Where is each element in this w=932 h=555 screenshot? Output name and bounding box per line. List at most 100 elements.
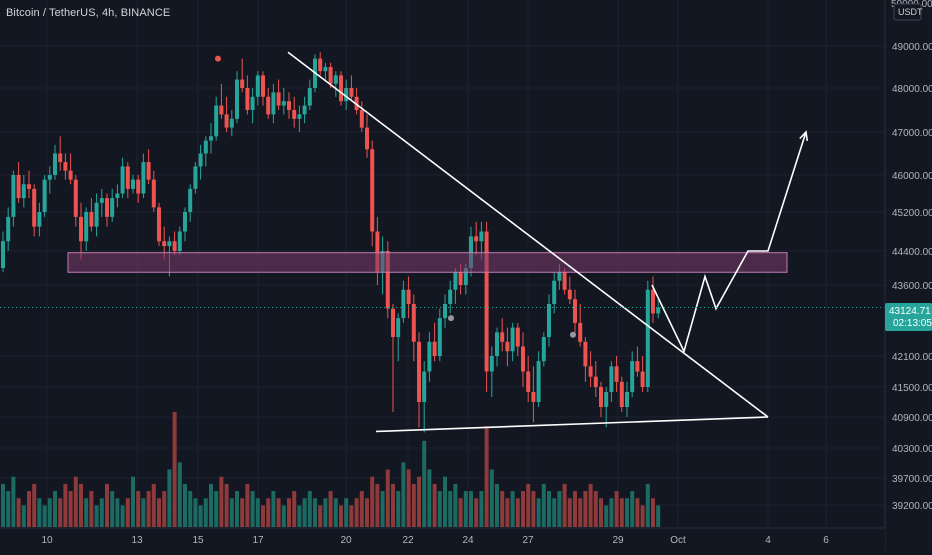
volume-bar <box>640 505 645 527</box>
volume-bar <box>229 498 234 527</box>
candle-body <box>515 327 520 347</box>
projection-arrowhead <box>799 130 809 142</box>
volume-bar <box>1 483 5 527</box>
candle-body <box>21 184 26 199</box>
volume-bar <box>411 483 416 527</box>
candle-body <box>224 114 229 128</box>
candle-body <box>89 212 94 227</box>
candle-body <box>354 96 359 110</box>
candle-body <box>146 162 151 180</box>
volume-bar <box>339 505 343 527</box>
volume-bar <box>21 505 26 527</box>
volume-bar <box>375 483 380 527</box>
time-tick-label: 6 <box>823 535 829 546</box>
candle-body <box>651 289 655 314</box>
volume-bar <box>162 491 167 527</box>
candle-body <box>370 149 375 232</box>
candle-body <box>474 236 479 242</box>
candle-body <box>521 346 525 372</box>
candle-body <box>58 153 63 163</box>
volume-bar <box>11 476 16 527</box>
candle-body <box>578 322 583 342</box>
candle-body <box>240 79 245 88</box>
volume-bar <box>333 498 338 527</box>
candle-body <box>151 179 156 208</box>
last-price-value: 43124.71 <box>889 306 931 317</box>
candle-body <box>417 341 421 402</box>
volume-bar <box>37 498 42 527</box>
volume-bar <box>578 498 583 527</box>
candle-body <box>630 361 635 392</box>
volume-bar <box>193 498 198 527</box>
time-tick-label: 10 <box>41 535 53 546</box>
candle-body <box>162 241 167 247</box>
price-ticks: 49000.00 48000.00 47000.00 46000.00 45200.00… <box>892 42 932 512</box>
candle-body <box>453 272 458 290</box>
volume-bar <box>536 498 541 527</box>
volume-bar <box>120 505 125 527</box>
candle-body <box>37 212 42 227</box>
volume-bar <box>318 505 323 527</box>
trendline-support <box>375 416 769 433</box>
volume-bar <box>354 498 359 527</box>
volume-bar <box>151 483 156 527</box>
candles <box>1 52 661 433</box>
candle-body <box>365 127 369 150</box>
candle-body <box>625 392 629 407</box>
time-tick-label: 22 <box>402 535 414 546</box>
volume-bar <box>588 483 593 527</box>
volume-bar <box>287 498 291 527</box>
volume-bar <box>448 491 453 527</box>
symbol-title: Bitcoin / TetherUS, 4h, BINANCE <box>6 7 171 19</box>
candle-body <box>635 361 640 372</box>
volume-bar <box>443 476 447 527</box>
volume-bar <box>172 412 177 527</box>
volume-bar <box>245 483 250 527</box>
price-tick-label: 46000.00 <box>892 171 932 182</box>
candle-body <box>406 289 411 304</box>
candle-body <box>349 88 354 97</box>
volume-bar <box>630 491 635 527</box>
candle-body <box>110 198 115 217</box>
price-tick-label: 48000.00 <box>892 84 932 95</box>
candle-body <box>219 105 224 115</box>
volume-bar <box>89 491 94 527</box>
volume-bar <box>609 498 614 527</box>
candle-body <box>479 231 484 242</box>
volume-bar <box>604 505 609 527</box>
volume-bar <box>214 491 219 527</box>
time-tick-label: 4 <box>765 535 771 546</box>
candle-body <box>604 392 609 407</box>
price-tick-label: 44400.00 <box>892 247 932 258</box>
volume-bar <box>656 505 661 527</box>
currency-badge[interactable] <box>893 3 922 21</box>
candle-body <box>437 318 442 356</box>
candle-body <box>287 101 291 110</box>
candle-body <box>495 332 499 356</box>
candle-body <box>531 392 536 402</box>
candle-body <box>1 241 5 268</box>
candle-body <box>484 231 489 372</box>
volume-bar <box>505 498 510 527</box>
candle-body <box>458 272 463 285</box>
candle-body <box>27 184 31 189</box>
volume-bar <box>557 491 562 527</box>
volume-bar <box>573 491 577 527</box>
volume-bar <box>515 498 520 527</box>
candle-body <box>177 231 182 251</box>
candle-body <box>463 268 468 285</box>
volume-bar <box>203 498 208 527</box>
price-tick-label: 39200.00 <box>892 501 932 512</box>
volume-bar <box>593 491 598 527</box>
candle-body <box>619 381 624 407</box>
candle-body <box>557 272 562 281</box>
volume-bar <box>562 483 567 527</box>
volume-bar <box>567 498 572 527</box>
volume-bar <box>84 498 89 527</box>
volume-bar <box>370 476 375 527</box>
candle-body <box>609 366 614 392</box>
volume-bar <box>391 483 395 527</box>
candle-body <box>401 289 406 319</box>
